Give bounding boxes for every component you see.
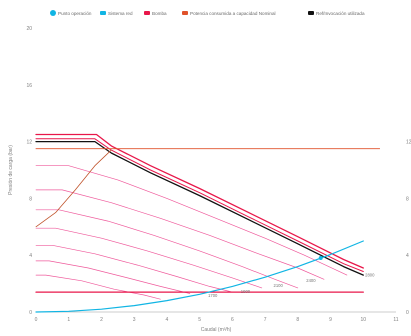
x-tick-label: 10	[360, 317, 366, 323]
series-curve	[35, 260, 191, 294]
x-tick-label: 4	[166, 317, 169, 323]
legend-label-ref[interactable]: Ref/Invocación utilizada	[316, 11, 365, 16]
series-pump-max	[35, 133, 364, 269]
legend-label-punto[interactable]: Punto operación	[58, 11, 92, 16]
curve-label: 2100	[274, 283, 284, 288]
y-tick-label: 0	[29, 310, 32, 316]
curve-label: 1700	[208, 293, 218, 298]
legend-marker-bomba	[144, 11, 150, 15]
series-curve	[35, 244, 233, 293]
chart-series	[35, 133, 381, 313]
x-tick-label: 2	[100, 317, 103, 323]
x-tick-label: 11	[393, 317, 398, 323]
y2-tick-label: 12	[406, 140, 411, 146]
y-axis-title: Presión de carga (bar)	[8, 145, 14, 195]
legend-label-potencia[interactable]: Potencia consumida a capacidad Nominal	[190, 11, 276, 16]
series-power-rise	[35, 149, 112, 228]
x-axis-title: Caudal (m³/h)	[201, 327, 232, 333]
legend-marker-potencia	[182, 11, 188, 15]
y-tick-label: 8	[29, 196, 32, 202]
x-tick-label: 6	[231, 317, 234, 323]
curve-label: 2400	[306, 278, 316, 283]
y-tick-label: 12	[26, 140, 32, 146]
series-reference	[35, 140, 364, 276]
curve-label: 1900	[241, 289, 251, 294]
y-tick-label: 20	[26, 26, 32, 32]
y-tick-label: 16	[26, 83, 32, 89]
y2-tick-label: 0	[406, 310, 409, 316]
y-tick-label: 4	[29, 253, 32, 259]
curve-label: 2800	[365, 273, 375, 278]
y2-tick-label: 4	[406, 253, 409, 259]
series-curve	[35, 165, 348, 276]
x-tick-label: 3	[133, 317, 136, 323]
x-tick-label: 5	[198, 317, 201, 323]
series-curve	[35, 189, 325, 280]
legend-label-bomba[interactable]: Bomba	[152, 11, 167, 16]
x-tick-label: 0	[35, 317, 38, 323]
legend-marker-punto	[50, 10, 56, 16]
legend-marker-ref	[308, 11, 314, 15]
legend-marker-sistema	[100, 11, 106, 15]
y2-tick-label: 8	[406, 196, 409, 202]
x-tick-label: 8	[296, 317, 299, 323]
chart-curve-labels: 1700 1900 2100 2400 2800	[208, 273, 375, 299]
x-tick-label: 1	[67, 317, 70, 323]
x-tick-label: 7	[264, 317, 267, 323]
series-curve	[35, 209, 299, 289]
series-curve	[35, 227, 263, 289]
series-curve	[35, 274, 161, 300]
x-tick-label: 9	[329, 317, 332, 323]
operating-point[interactable]	[318, 256, 323, 261]
series-pump-max-outer	[35, 138, 364, 272]
series-system	[35, 240, 364, 313]
chart-legend[interactable]: Punto operación Sistema red Bomba Potencia …	[50, 10, 365, 16]
legend-label-sistema[interactable]: Sistema red	[108, 11, 133, 16]
